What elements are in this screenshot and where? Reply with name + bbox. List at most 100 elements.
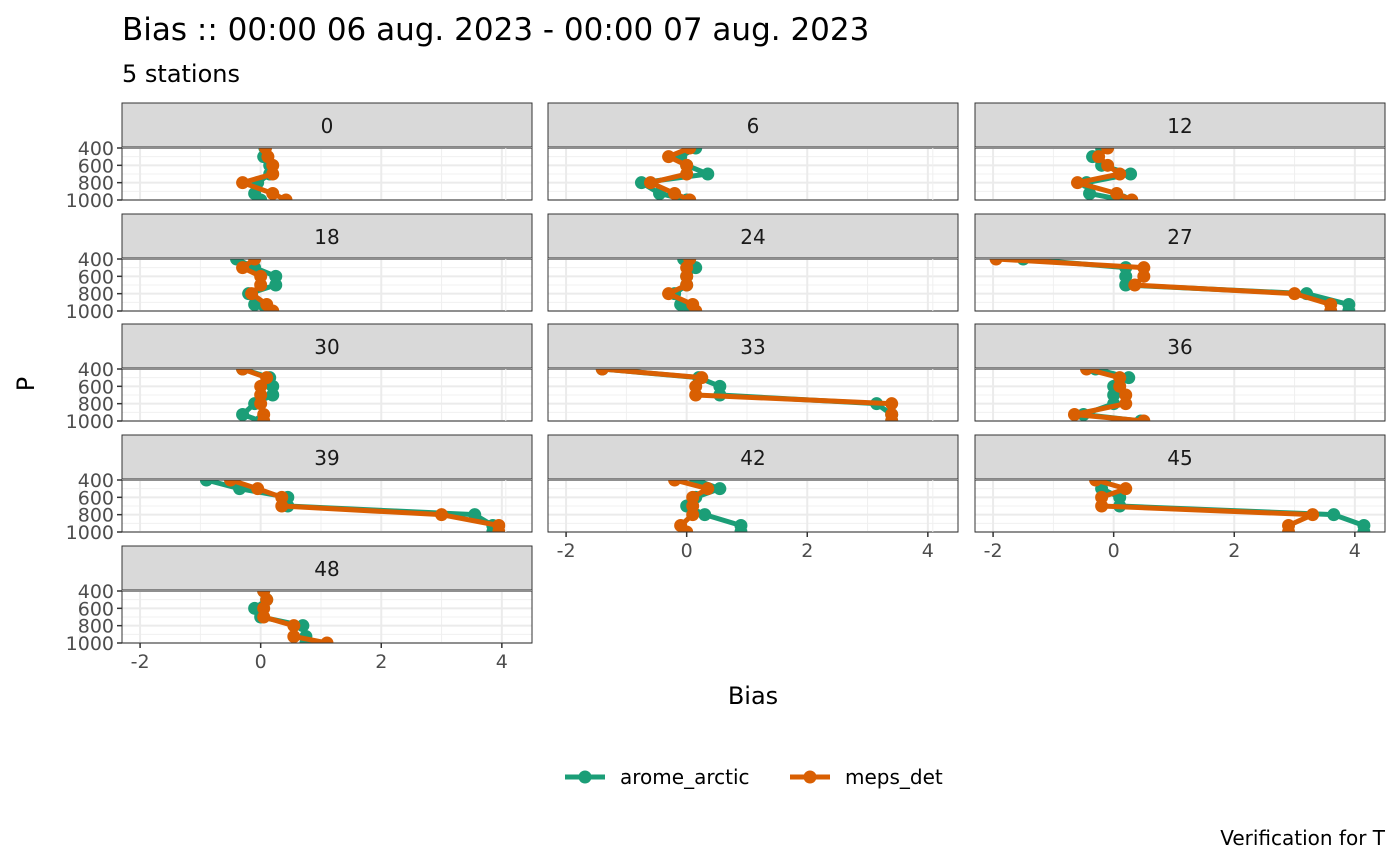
data-point-meps_det [1101,158,1115,172]
panel-border [121,147,533,201]
y-tick-label: 600 [78,266,114,288]
data-point-meps_det [236,176,250,190]
facet-strip-label: 30 [314,335,339,359]
data-point-arome_arctic [713,482,727,496]
x-tick-label: 4 [922,540,934,562]
data-point-meps_det [1137,269,1151,283]
data-point-meps_det [680,525,694,532]
data-point-meps_det [689,304,703,311]
panel-border [121,368,533,422]
data-point-arome_arctic [1119,278,1133,292]
data-point-meps_det [492,525,506,532]
data-point-meps_det [236,369,250,376]
y-tick-label: 400 [78,470,114,492]
y-tick-label: 1000 [66,190,114,212]
data-point-meps_det [275,499,289,513]
data-point-meps_det [668,480,682,487]
panel-border [547,258,959,312]
panel-border [121,258,533,312]
panel-series [595,369,899,421]
data-point-meps_det [287,630,301,643]
y-tick-label: 800 [78,505,114,527]
data-point-meps_det [1080,369,1094,376]
panel-series [989,259,1356,311]
x-tick-label: 2 [375,651,387,673]
facet-panel-45: 45 [932,434,1386,533]
facet-strip [974,323,1386,369]
data-point-arome_arctic [236,408,250,421]
data-point-meps_det [251,482,265,496]
data-point-meps_det [279,193,293,200]
legend-key-point [578,770,592,784]
x-tick-label: 0 [681,540,693,562]
data-point-meps_det [236,261,250,275]
legend: arome_arctic meps_det [565,765,943,789]
facet-panel-33: 33 [505,323,959,422]
x-tick-label: 4 [1349,540,1361,562]
y-tick-label: 600 [78,598,114,620]
x-axis-label: Bias [728,682,778,710]
data-point-meps_det [1125,193,1139,200]
data-point-meps_det [680,278,694,292]
chart-caption: Verification for T [1220,826,1386,850]
data-point-meps_det [257,414,271,421]
panel-series [1071,148,1139,200]
data-point-meps_det [1071,176,1084,190]
facet-strip-label: 18 [314,225,339,249]
facet-panel-24: 24 [505,213,959,312]
y-tick-label: 600 [78,487,114,509]
facet-panel-42: 42 [505,434,959,533]
data-point-arome_arctic [734,525,748,532]
data-point-arome_arctic [296,619,310,633]
facet-strip [547,434,959,480]
data-point-meps_det [668,187,682,200]
data-point-meps_det [1128,278,1142,292]
data-point-meps_det [662,287,676,301]
facet-strip-label: 45 [1167,446,1192,470]
data-point-meps_det [224,480,238,487]
data-point-meps_det [989,259,1003,266]
facet-strip [121,213,533,259]
x-tick-label: -2 [131,651,150,673]
facet-strip-label: 0 [321,114,334,138]
data-point-meps_det [287,619,301,633]
panel-border [974,147,1386,201]
data-point-meps_det [1113,167,1127,181]
panel-border [547,368,959,422]
data-point-meps_det [254,397,268,411]
facet-strip-label: 42 [740,446,765,470]
panel-series [1067,369,1151,421]
data-point-meps_det [683,148,697,155]
x-tick-label: 2 [801,540,813,562]
panel-series [662,259,703,311]
x-tick-label: -2 [557,540,576,562]
facet-strip-label: 33 [740,335,765,359]
data-point-meps_det [885,414,899,421]
panel-border [974,258,1386,312]
data-point-meps_det [257,610,271,624]
facet-panel-36: 36 [932,323,1386,422]
y-tick-label: 800 [78,616,114,638]
data-point-meps_det [1282,525,1296,532]
data-point-meps_det [595,369,609,376]
data-point-meps_det [254,278,268,292]
facet-panel-6: 6 [505,102,959,201]
panel-series [236,148,293,200]
data-point-meps_det [885,397,899,411]
data-point-arome_arctic [199,480,213,487]
facet-strip-label: 39 [314,446,339,470]
y-tick-label: 1000 [66,301,114,323]
facet-strip [121,102,533,148]
panel-series [634,148,715,200]
y-tick-label: 600 [78,376,114,398]
data-point-meps_det [683,193,697,200]
data-point-arome_arctic [634,176,648,190]
facet-strip [121,323,533,369]
data-point-meps_det [1119,482,1133,496]
data-point-arome_arctic [701,167,715,181]
y-tick-label: 400 [78,138,114,160]
